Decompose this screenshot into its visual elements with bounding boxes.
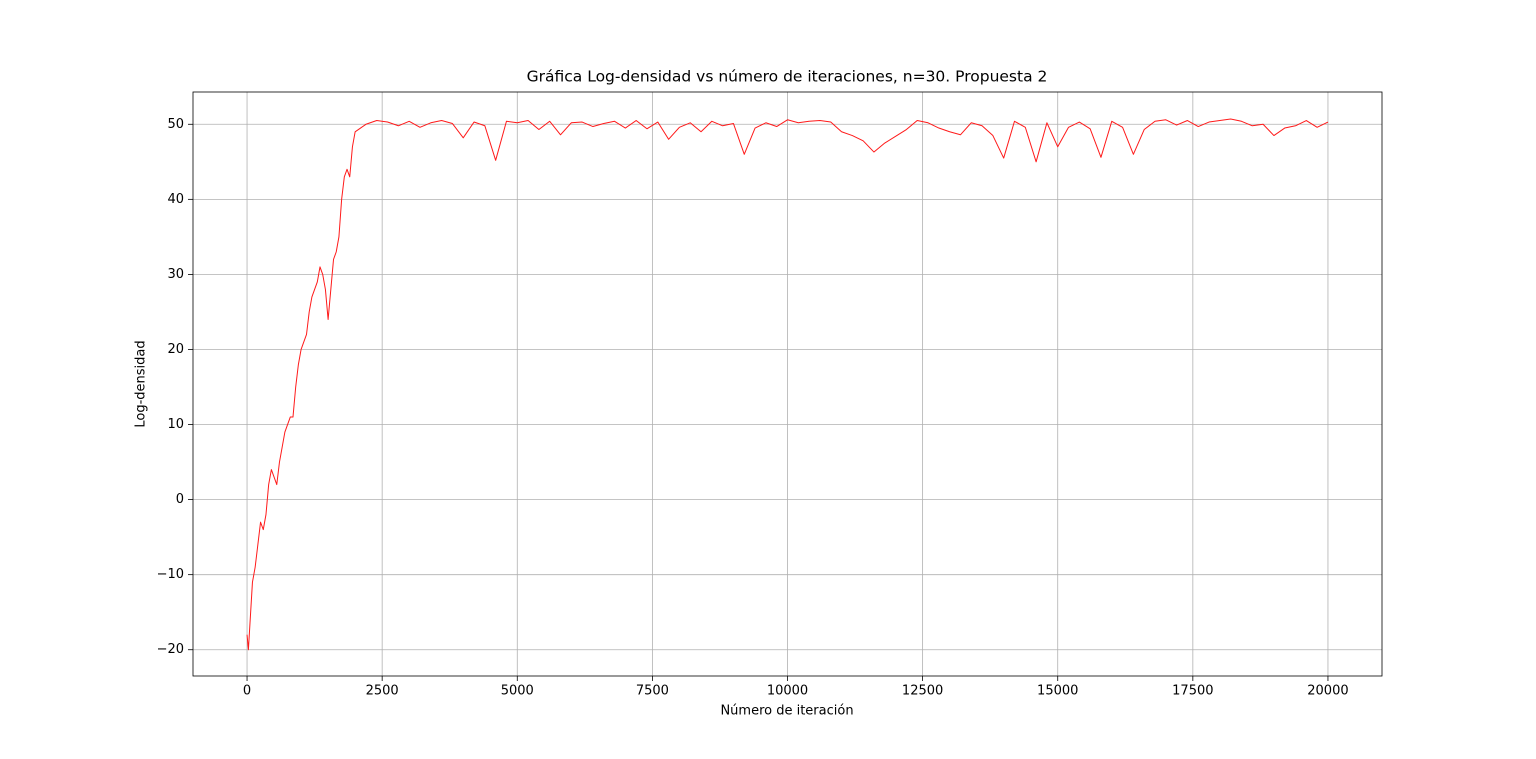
x-tick-label: 10000 [767, 684, 808, 699]
y-tick-label: 10 [167, 417, 184, 432]
x-axis-label: Número de iteración [720, 704, 853, 719]
data-line [246, 118, 1329, 651]
y-tick-label: 20 [167, 342, 184, 357]
x-tick-label: 20000 [1307, 684, 1348, 699]
y-tick-label: −20 [157, 642, 184, 657]
chart-title: Gráfica Log-densidad vs número de iterac… [527, 68, 1048, 86]
x-tick-label: 2500 [366, 684, 399, 699]
x-tick-label: 12500 [902, 684, 943, 699]
y-axis-label: Log-densidad [134, 340, 149, 427]
x-tick-label: 15000 [1037, 684, 1078, 699]
y-tick-label: 0 [176, 492, 184, 507]
y-tick-label: 40 [167, 192, 184, 207]
x-tick-label: 0 [243, 684, 251, 699]
x-tick-label: 17500 [1172, 684, 1213, 699]
x-tick-label: 5000 [501, 684, 534, 699]
plot-frame [192, 91, 1383, 677]
x-tick-label: 7500 [636, 684, 669, 699]
y-tick-label: 30 [167, 267, 184, 282]
y-tick-label: −10 [157, 567, 184, 582]
y-tick-label: 50 [167, 117, 184, 132]
